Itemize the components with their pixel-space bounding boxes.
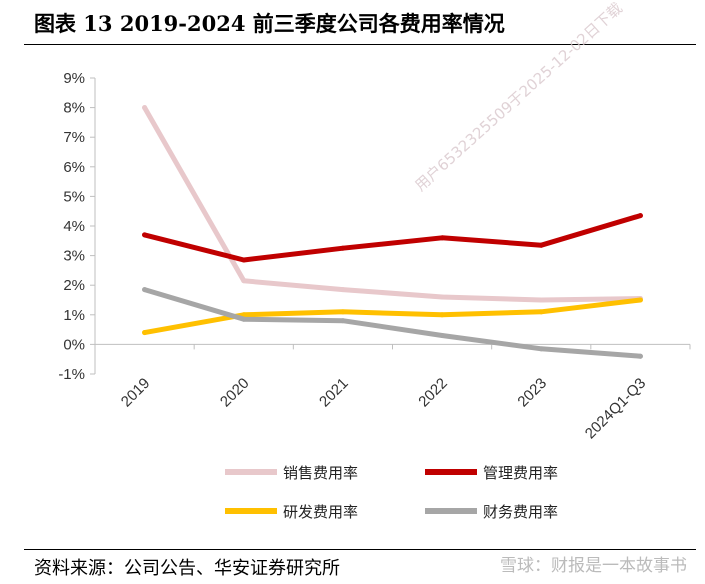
series-line-management bbox=[142, 213, 643, 263]
y-tick-label: 0% bbox=[63, 336, 85, 353]
data-point-finance bbox=[637, 353, 643, 359]
x-tick-label: 2023 bbox=[514, 375, 550, 411]
data-point-finance bbox=[241, 316, 247, 322]
data-point-rnd bbox=[538, 309, 544, 315]
data-point-rnd bbox=[439, 312, 445, 318]
data-point-rnd bbox=[142, 330, 148, 336]
data-point-management bbox=[241, 257, 247, 263]
y-tick-label: 4% bbox=[63, 218, 85, 235]
y-tick-label: 6% bbox=[63, 159, 85, 176]
title-rule bbox=[24, 44, 696, 45]
series-line-finance bbox=[142, 287, 643, 359]
x-tick-label: 2021 bbox=[316, 375, 352, 411]
y-tick-label: 2% bbox=[63, 277, 85, 294]
data-point-sales bbox=[439, 294, 445, 300]
x-tick-label: 2019 bbox=[118, 375, 154, 411]
y-tick-label: -1% bbox=[58, 366, 85, 383]
data-point-sales bbox=[538, 297, 544, 303]
figure-title: 图表 13 2019-2024 前三季度公司各费用率情况 bbox=[34, 11, 505, 36]
source-note: 资料来源：公司公告、华安证券研究所 bbox=[34, 558, 340, 579]
series-line-sales bbox=[142, 105, 643, 303]
x-tick-label: 2024Q1-Q3 bbox=[582, 375, 649, 442]
expense-ratio-chart: -1% 0% 1% 2% 3% 4% 5% 6% 7% 8% 9% 2019 2020 2021 2022 2… bbox=[58, 70, 691, 521]
legend-label-rnd: 研发费用率 bbox=[283, 503, 358, 521]
data-point-management bbox=[340, 245, 346, 251]
legend-label-management: 管理费用率 bbox=[483, 464, 558, 482]
series-line-rnd bbox=[142, 297, 643, 336]
legend-label-sales: 销售费用率 bbox=[283, 464, 358, 482]
title-bar: 图表 13 2019-2024 前三季度公司各费用率情况 bbox=[0, 0, 705, 44]
data-point-finance bbox=[340, 318, 346, 324]
data-point-finance bbox=[538, 346, 544, 352]
data-point-sales bbox=[142, 105, 148, 111]
y-tick-label: 5% bbox=[63, 188, 85, 205]
data-point-management bbox=[142, 232, 148, 238]
data-point-management bbox=[637, 213, 643, 219]
y-tick-label: 9% bbox=[63, 70, 85, 87]
data-point-management bbox=[538, 242, 544, 248]
data-point-finance bbox=[142, 287, 148, 293]
data-point-sales bbox=[340, 287, 346, 293]
y-tick-label: 1% bbox=[63, 307, 85, 324]
source-rule bbox=[24, 549, 696, 550]
chart-series bbox=[142, 105, 643, 359]
data-point-finance bbox=[439, 333, 445, 339]
data-point-rnd bbox=[241, 312, 247, 318]
site-watermark: 雪球：财报是一本故事书 bbox=[500, 556, 687, 576]
y-tick-label: 3% bbox=[63, 248, 85, 265]
data-point-rnd bbox=[340, 309, 346, 315]
data-point-rnd bbox=[637, 297, 643, 303]
y-tick-label: 7% bbox=[63, 129, 85, 146]
x-tick-label: 2022 bbox=[415, 375, 451, 411]
data-point-sales bbox=[241, 278, 247, 284]
x-tick-label: 2020 bbox=[217, 375, 253, 411]
data-point-management bbox=[439, 235, 445, 241]
legend-label-finance: 财务费用率 bbox=[483, 503, 558, 521]
y-tick-label: 8% bbox=[63, 100, 85, 117]
